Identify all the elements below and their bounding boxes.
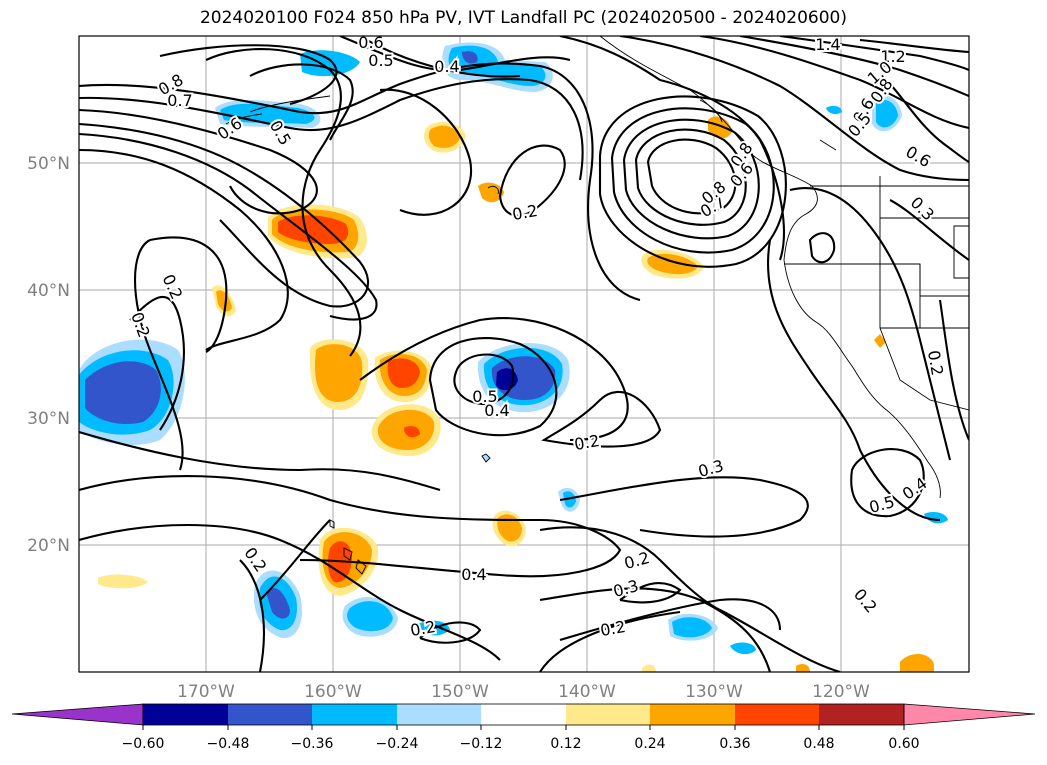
colorbar-bin-6 [566,704,650,725]
contour-label: 0.2 [409,617,437,640]
pv-blob-warm-c2-core [387,358,420,388]
longitude-labels: 170°W 160°W 150°W 140°W 130°W 120°W [177,682,870,702]
colorbar-bin-1 [143,704,228,725]
pv-blob-hawaii-max [266,588,290,619]
colorbar-bin-9 [819,704,904,725]
pv-blob-small4 [924,512,948,524]
pv-blob-warm-small2 [478,182,504,203]
colorbar-outline [142,703,905,726]
lon-label-150w: 150°W [431,682,489,702]
pv-blob-warm-small5-core [497,514,522,542]
pv-blob-warm-small7 [708,116,732,139]
colorbar-bin-7 [650,704,735,725]
contour-label: 1.4 [815,35,840,54]
colorbar-bin-8 [735,704,819,725]
pv-blob-warm-small3-core [216,290,232,312]
colorbar-tick-label: −0.36 [291,736,334,752]
colorbar-tick-label: 0.24 [634,736,665,752]
pv-blob-south-core [347,601,393,632]
pv-blob-warm-small1-core [428,125,460,148]
contour-label: 0.5 [368,51,393,70]
colorbar-bin-2 [228,704,312,725]
pv-blob-north-max [462,51,478,64]
contour-label: 1.2 [880,47,905,66]
pv-blob-warm-small11 [874,334,886,348]
colorbar-tick-label: −0.48 [207,736,250,752]
lon-label-120w: 120°W [812,682,870,702]
lon-label-140w: 140°W [558,682,616,702]
pv-blob-west-inner [85,361,161,425]
pv-shading [79,42,948,672]
colorbar-bin-4 [397,704,481,725]
colorbar-tick-label: −0.24 [376,736,419,752]
pv-blob-nw [300,50,360,77]
colorbar-tick-label: 0.12 [550,736,581,752]
contour-label: 0.7 [167,91,192,110]
contour-label: 0.5 [472,387,497,406]
pv-blob-warm-small10 [642,664,656,672]
contour-label: 0.6 [358,33,383,52]
colorbar: −0.60 −0.48 −0.36 −0.24 −0.12 0.12 0.24 … [11,703,1036,752]
map-frame [78,35,970,673]
contour-label: 0.2 [924,349,947,377]
pv-blob-warm-nw-core [278,215,349,244]
pv-blob-small5 [826,105,842,115]
pv-blob-warm-small4-core [647,253,698,275]
colorbar-bin-5 [481,704,566,725]
colorbar-ticks [142,725,905,730]
colorbar-tick-label: 0.48 [803,736,834,752]
ivt-contours [79,36,969,672]
pv-blob-south2-core [672,617,712,638]
pv-blob-ne-core [876,99,898,128]
contour-label: 0.4 [461,565,486,584]
map-title: 2024020100 F024 850 hPa PV, IVT Landfall… [199,8,847,28]
lon-label-160w: 160°W [304,682,362,702]
colorbar-tick-label: 0.36 [719,736,750,752]
lat-label-40n: 40°N [27,281,70,301]
lat-label-20n: 20°N [27,536,70,556]
lat-label-30n: 30°N [27,409,70,429]
pv-blob-warm-c3-max [404,426,420,438]
latitude-labels: 50°N 40°N 30°N 20°N [27,154,70,556]
contour-label: 0.4 [484,401,509,420]
coastlines [225,36,969,575]
colorbar-extend-min [11,703,144,726]
colorbar-tick-label: −0.12 [460,736,503,752]
colorbar-bin-3 [312,704,397,725]
contour-label: 0.4 [434,57,459,76]
colorbar-tick-label: 0.60 [888,736,919,752]
pv-blob-warm-small9 [796,664,810,672]
graticule [79,36,969,672]
colorbar-tick-label: −0.60 [122,736,165,752]
colorbar-extend-max [903,703,1036,726]
pv-blob-warm-small6 [98,574,148,589]
negative-pv-areas [79,42,948,655]
lon-label-130w: 130°W [685,682,743,702]
colorbar-tick-labels: −0.60 −0.48 −0.36 −0.24 −0.12 0.12 0.24 … [122,736,920,752]
lon-label-170w: 170°W [177,682,235,702]
pv-blob-warm-small8 [900,653,934,672]
pv-blob-small2 [730,642,756,655]
lat-label-50n: 50°N [27,154,70,174]
pv-blob-warm-c1-core [314,344,363,402]
